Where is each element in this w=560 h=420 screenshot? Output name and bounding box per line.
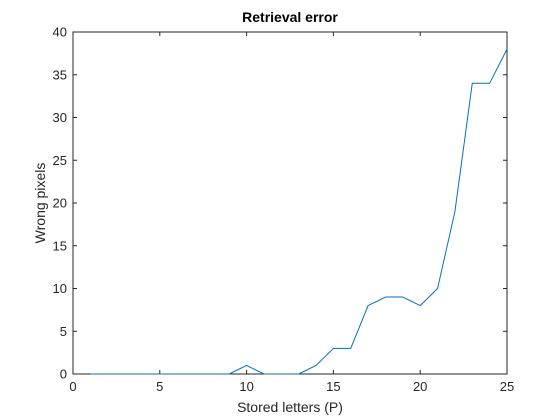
x-tick-label: 15 [326, 379, 340, 394]
series-line [90, 48, 508, 375]
x-tick-label: 25 [500, 379, 514, 394]
x-tick-label: 10 [239, 379, 253, 394]
y-tick-label: 25 [53, 153, 67, 168]
axis-ticks [72, 31, 508, 375]
axis-tick-labels: 0 5 10 15 20 25 0 5 10 15 20 25 30 35 40 [53, 25, 515, 395]
y-tick-label: 15 [53, 238, 67, 253]
y-axis-label: Wrong pixels [32, 163, 48, 244]
y-tick-label: 35 [53, 67, 67, 82]
x-axis-label: Stored letters (P) [237, 399, 343, 415]
y-tick-label: 0 [60, 367, 67, 382]
y-tick-label: 20 [53, 196, 67, 211]
y-tick-label: 10 [53, 281, 67, 296]
y-tick-label: 5 [60, 324, 67, 339]
series-layer [90, 48, 508, 375]
y-tick-label: 30 [53, 110, 67, 125]
x-tick-label: 5 [156, 379, 163, 394]
x-tick-label: 20 [413, 379, 427, 394]
y-tick-label: 40 [53, 25, 67, 40]
x-tick-label: 0 [69, 379, 76, 394]
plot-area [72, 31, 508, 375]
chart-title: Retrieval error [242, 9, 338, 25]
